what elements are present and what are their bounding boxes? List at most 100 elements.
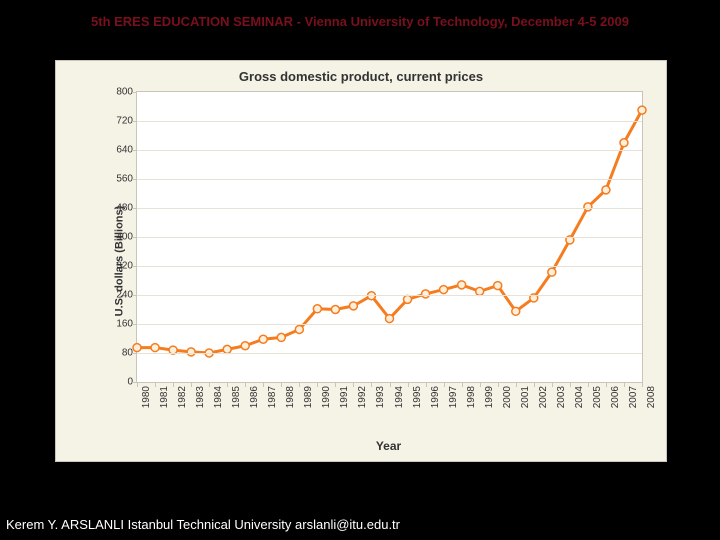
x-tick-mark [173, 382, 174, 387]
gridline [137, 150, 642, 151]
x-tick-mark [390, 382, 391, 387]
gridline [137, 237, 642, 238]
chart-title: Gross domestic product, current prices [56, 69, 666, 84]
gridline [137, 295, 642, 296]
gridline [137, 121, 642, 122]
chart-marker [512, 307, 520, 315]
x-tick-label: 1985 [231, 382, 242, 408]
x-tick-label: 1999 [484, 382, 495, 408]
x-tick-mark [588, 382, 589, 387]
slide-header: 5th ERES EDUCATION SEMINAR - Vienna Univ… [0, 14, 720, 29]
gridline [137, 266, 642, 267]
x-tick-mark [227, 382, 228, 387]
x-tick-mark [462, 382, 463, 387]
y-tick-label: 640 [93, 145, 137, 156]
x-tick-mark [570, 382, 571, 387]
chart-marker [638, 106, 646, 114]
x-tick-label: 2008 [646, 382, 657, 408]
x-tick-mark [552, 382, 553, 387]
x-tick-mark [245, 382, 246, 387]
chart-marker [440, 286, 448, 294]
x-tick-label: 1998 [466, 382, 477, 408]
x-tick-label: 1981 [159, 382, 170, 408]
x-tick-mark [498, 382, 499, 387]
y-tick-label: 160 [93, 319, 137, 330]
x-tick-mark [642, 382, 643, 387]
x-tick-mark [191, 382, 192, 387]
x-tick-mark [606, 382, 607, 387]
gridline [137, 208, 642, 209]
y-tick-label: 240 [93, 290, 137, 301]
x-tick-mark [353, 382, 354, 387]
x-tick-label: 1993 [375, 382, 386, 408]
x-tick-label: 2001 [520, 382, 531, 408]
x-tick-label: 1990 [321, 382, 332, 408]
chart-marker [548, 268, 556, 276]
x-tick-label: 2006 [610, 382, 621, 408]
chart-marker [404, 295, 412, 303]
chart-xlabel: Year [136, 439, 641, 453]
x-tick-label: 1991 [339, 382, 350, 408]
x-tick-mark [624, 382, 625, 387]
chart-marker [277, 333, 285, 341]
chart-plot-area: 0801602403204004805606407208001980198119… [136, 91, 643, 383]
y-tick-label: 720 [93, 116, 137, 127]
x-tick-label: 1997 [448, 382, 459, 408]
x-tick-label: 1984 [213, 382, 224, 408]
x-tick-mark [155, 382, 156, 387]
chart-marker [331, 306, 339, 314]
x-tick-mark [480, 382, 481, 387]
x-tick-mark [426, 382, 427, 387]
x-tick-label: 2003 [556, 382, 567, 408]
y-tick-label: 560 [93, 174, 137, 185]
x-tick-label: 2007 [628, 382, 639, 408]
chart-marker [241, 342, 249, 350]
x-tick-mark [317, 382, 318, 387]
chart-marker [584, 203, 592, 211]
x-tick-label: 1989 [303, 382, 314, 408]
slide-footer: Kerem Y. ARSLANLI Istanbul Technical Uni… [6, 517, 400, 532]
x-tick-label: 1982 [177, 382, 188, 408]
y-tick-mark [132, 92, 137, 93]
x-tick-mark [137, 382, 138, 387]
x-tick-label: 1983 [195, 382, 206, 408]
x-tick-mark [516, 382, 517, 387]
chart-marker [458, 281, 466, 289]
x-tick-label: 2004 [574, 382, 585, 408]
x-tick-mark [209, 382, 210, 387]
x-tick-label: 2000 [502, 382, 513, 408]
chart-marker [494, 282, 502, 290]
y-tick-label: 80 [93, 348, 137, 359]
chart-frame: Gross domestic product, current prices U… [55, 60, 667, 462]
chart-marker [259, 335, 267, 343]
x-tick-label: 1988 [285, 382, 296, 408]
x-tick-mark [444, 382, 445, 387]
chart-marker [349, 302, 357, 310]
y-tick-label: 480 [93, 203, 137, 214]
x-tick-label: 1994 [394, 382, 405, 408]
x-tick-mark [408, 382, 409, 387]
x-tick-mark [371, 382, 372, 387]
x-tick-mark [534, 382, 535, 387]
gridline [137, 324, 642, 325]
x-tick-label: 2002 [538, 382, 549, 408]
chart-marker [313, 305, 321, 313]
chart-marker [151, 344, 159, 352]
y-tick-label: 800 [93, 87, 137, 98]
x-tick-label: 1995 [412, 382, 423, 408]
x-tick-mark [281, 382, 282, 387]
x-tick-label: 1996 [430, 382, 441, 408]
slide: 5th ERES EDUCATION SEMINAR - Vienna Univ… [0, 0, 720, 540]
gridline [137, 353, 642, 354]
gridline [137, 179, 642, 180]
x-tick-mark [263, 382, 264, 387]
x-tick-label: 1992 [357, 382, 368, 408]
y-tick-label: 400 [93, 232, 137, 243]
y-tick-label: 0 [93, 377, 137, 388]
y-tick-label: 320 [93, 261, 137, 272]
x-tick-label: 1980 [141, 382, 152, 408]
x-tick-label: 2005 [592, 382, 603, 408]
x-tick-label: 1986 [249, 382, 260, 408]
chart-marker [295, 325, 303, 333]
x-tick-label: 1987 [267, 382, 278, 408]
